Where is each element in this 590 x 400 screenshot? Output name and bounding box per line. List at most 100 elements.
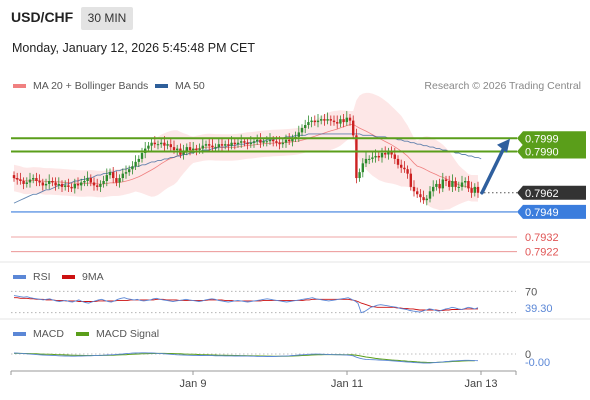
macd-signal-line [14, 352, 475, 363]
candle-body [387, 151, 390, 155]
ma9-line [14, 297, 478, 311]
candle-body [44, 183, 48, 186]
candle-body [374, 155, 377, 158]
candle-body [307, 122, 310, 126]
candle-body [41, 182, 44, 186]
candle-body [441, 179, 444, 189]
candle-body [54, 182, 57, 186]
datetime-label: Monday, January 12, 2026 5:45:48 PM CET [12, 41, 255, 55]
candle-body [131, 166, 134, 170]
candle-body [377, 155, 380, 158]
candle-body [345, 117, 348, 123]
candle-body [12, 175, 16, 179]
candle-body [467, 181, 470, 189]
candle-body [121, 173, 124, 179]
candle-body [380, 153, 384, 158]
candle-body [140, 153, 144, 159]
candle-body [201, 145, 204, 149]
candle-body [118, 178, 121, 183]
candle-body [320, 119, 323, 121]
candle-body [198, 148, 201, 151]
candle-body [342, 119, 345, 123]
candle-body [169, 144, 172, 148]
level-label: 0.7962 [525, 188, 559, 200]
candle-body [48, 181, 51, 184]
candle-body [108, 172, 112, 176]
level-label: 0.7999 [525, 133, 559, 145]
legend-ma9: 9MA [62, 271, 104, 283]
legend-ma50: MA 50 [155, 80, 205, 92]
candle-body [128, 169, 131, 173]
candle-body [160, 142, 163, 145]
candle-body [278, 142, 281, 145]
macd-swatch [13, 332, 26, 336]
candle-body [355, 135, 358, 179]
candle-body [96, 185, 99, 187]
candle-body [60, 183, 64, 187]
legend-macd-label: MACD [33, 328, 64, 340]
level-label-box [517, 204, 586, 219]
candle-body [25, 182, 28, 184]
candle-body [204, 144, 208, 146]
candle-body [99, 183, 102, 187]
candle-body [16, 178, 19, 180]
legend-macd-signal-label: MACD Signal [96, 328, 160, 340]
candle-body [182, 151, 185, 155]
candle-body [281, 142, 284, 145]
legend-rsi: RSI [13, 271, 51, 283]
candle-body [246, 142, 249, 145]
candle-body [92, 182, 96, 186]
candle-body [214, 147, 217, 149]
candle-body [176, 148, 179, 151]
candle-body [352, 120, 355, 136]
candle-body [291, 138, 294, 142]
candle-body [275, 141, 278, 143]
candle-body [451, 181, 454, 187]
candle-body [348, 117, 352, 121]
candle-body [19, 179, 22, 181]
candle-body [217, 144, 220, 148]
candle-body [86, 178, 89, 181]
timeframe-badge[interactable]: 30 MIN [81, 7, 133, 30]
candle-body [102, 181, 105, 184]
candle-body [224, 144, 227, 146]
macd-signal-swatch [76, 332, 89, 336]
symbol-title: USD/CHF [11, 9, 74, 25]
candle-body [147, 145, 150, 149]
candle-body [137, 158, 140, 162]
candle-body [416, 191, 419, 195]
candle-body [76, 183, 80, 186]
candle-body [358, 172, 361, 179]
candle-body [300, 127, 304, 133]
candle-body [304, 125, 307, 128]
candle-body [220, 144, 224, 146]
candle-body [38, 181, 41, 183]
candle-body [188, 147, 192, 151]
candle-body [134, 161, 137, 167]
candle-body [185, 147, 188, 152]
candle-body [192, 148, 195, 151]
candle-body [124, 172, 128, 174]
level-label: 0.7949 [525, 207, 559, 219]
candle-body [448, 181, 451, 187]
x-tick-label: Jan 11 [331, 378, 363, 390]
candle-body [444, 179, 448, 181]
candle-body [22, 181, 25, 184]
level-label-box [517, 185, 586, 200]
candle-body [364, 158, 368, 164]
candle-body [166, 144, 169, 146]
candle-body [438, 183, 441, 189]
candle-body [35, 178, 38, 181]
candle-body [464, 181, 467, 183]
level-label: 0.7922 [525, 247, 559, 259]
candle-body [265, 141, 268, 143]
candle-body [256, 139, 259, 142]
rsi-swatch [13, 275, 26, 279]
candle-body [153, 142, 156, 145]
candle-body [390, 151, 393, 155]
candle-body [384, 153, 387, 155]
legend-macd-signal: MACD Signal [76, 328, 159, 340]
candle-body [470, 188, 473, 193]
candle-body [268, 139, 272, 142]
